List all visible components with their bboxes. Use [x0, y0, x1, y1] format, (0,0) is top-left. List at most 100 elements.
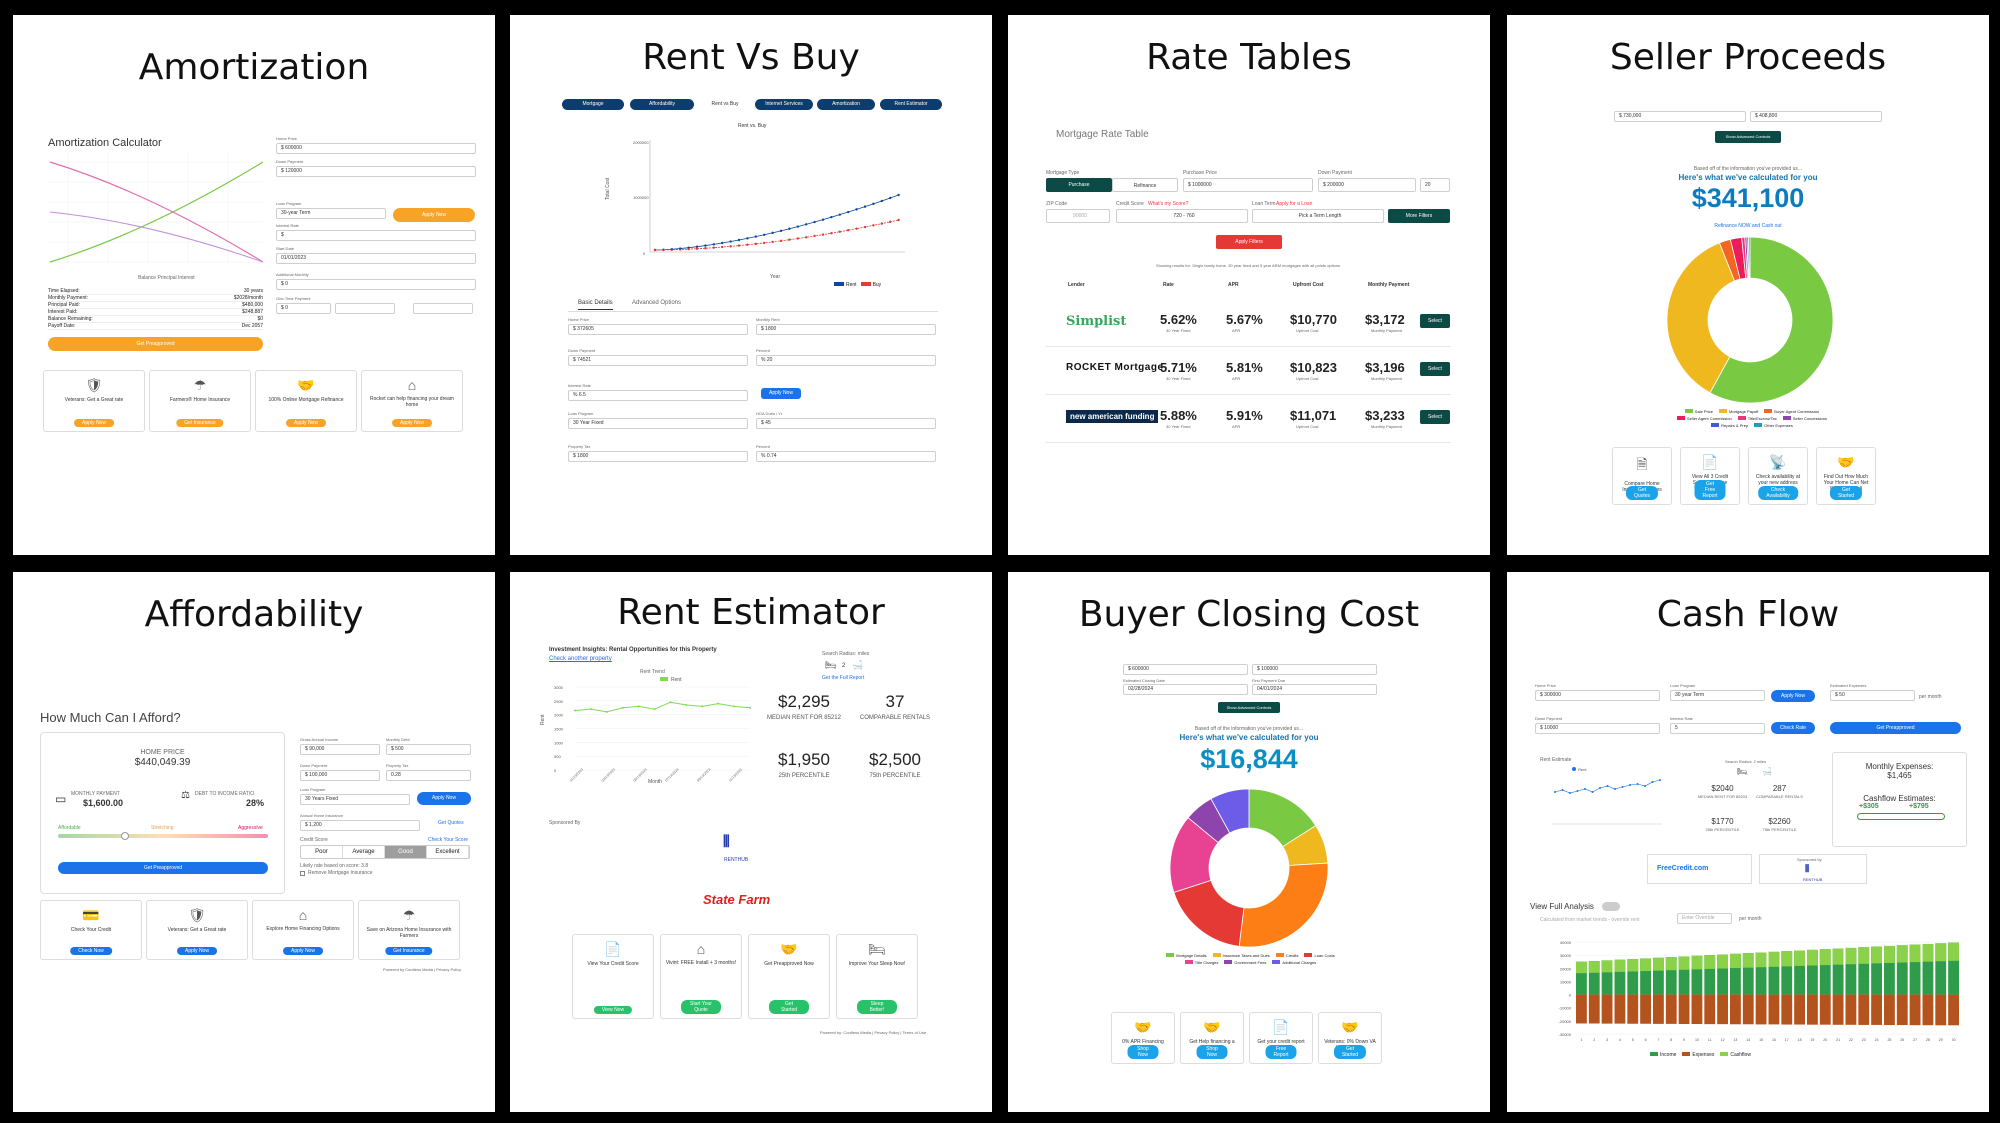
loan-term-select[interactable]: Pick a Term Length: [1252, 209, 1384, 223]
field-input[interactable]: $ 100,000: [300, 770, 380, 781]
offer-button[interactable]: Get Insurance: [176, 419, 224, 427]
offer-button[interactable]: Apply Now: [74, 419, 114, 427]
credit-option[interactable]: Average: [343, 846, 385, 858]
remove-mi-checkbox[interactable]: [300, 871, 305, 876]
nav-tab[interactable]: Rent vs Buy: [700, 99, 750, 110]
offer-button[interactable]: Check Now: [70, 947, 112, 955]
column-header[interactable]: Lender: [1068, 282, 1085, 288]
interval-select[interactable]: [413, 303, 473, 314]
credit-option[interactable]: Good: [385, 846, 427, 858]
check-rate-button[interactable]: Check Rate: [1771, 722, 1815, 734]
offer-button[interactable]: Get Quotes: [1625, 486, 1659, 500]
mortgage-balance-input[interactable]: $ 408,800: [1750, 111, 1882, 122]
column-header[interactable]: Rate: [1163, 282, 1174, 288]
get-preapproved-button[interactable]: Get Preapproved: [48, 337, 263, 351]
field-input[interactable]: $ 300000: [1535, 690, 1660, 701]
offer-button[interactable]: Get Started: [1333, 1045, 1367, 1059]
more-filters-button[interactable]: More Filters: [1388, 209, 1450, 223]
down-payment-input[interactable]: $ 100000: [1252, 664, 1377, 675]
field-input[interactable]: $ 1,200: [300, 820, 420, 831]
field-input[interactable]: $ 500: [386, 744, 471, 755]
date-input[interactable]: [335, 303, 395, 314]
field-input[interactable]: $ 90,000: [300, 744, 380, 755]
field-input[interactable]: $ 1800: [756, 324, 936, 335]
offer-button[interactable]: Apply Now: [177, 947, 217, 955]
nav-tab[interactable]: Mortgage: [562, 99, 624, 110]
apply-filters-button[interactable]: Apply Filters: [1216, 235, 1282, 249]
offer-button[interactable]: Free Report: [1265, 1045, 1297, 1059]
field-input[interactable]: % 6.5: [568, 390, 748, 401]
get-quotes-link[interactable]: Get Quotes: [438, 820, 464, 826]
field-input[interactable]: $ 600000: [276, 143, 476, 154]
field-input[interactable]: % 0.74: [756, 451, 936, 462]
closing-date-input[interactable]: 02/28/2024: [1123, 684, 1248, 695]
slider-handle[interactable]: [121, 832, 129, 840]
select-button[interactable]: Select: [1420, 362, 1450, 376]
field-input[interactable]: $ 0: [276, 303, 331, 314]
full-report-link[interactable]: Get the Full Report: [822, 675, 865, 681]
field-input[interactable]: 30 Years Fixed: [300, 794, 410, 805]
field-input[interactable]: 5: [1670, 723, 1765, 734]
field-input[interactable]: $ 10000: [1535, 723, 1660, 734]
field-input[interactable]: % 20: [756, 355, 936, 366]
field-input[interactable]: $ 50: [1830, 690, 1915, 701]
offer-button[interactable]: Apply Now: [286, 419, 326, 427]
offer-button[interactable]: Apply Now: [283, 947, 323, 955]
field-input[interactable]: $ 120000: [276, 166, 476, 177]
offer-button[interactable]: Sleep Better!: [857, 1000, 897, 1014]
purchase-price-input[interactable]: $ 1000000: [1183, 178, 1313, 192]
field-input[interactable]: $ 74521: [568, 355, 748, 366]
show-advanced-controls-button[interactable]: Show Advanced Controls: [1715, 131, 1781, 143]
field-input[interactable]: 30 year Term: [1670, 690, 1765, 701]
apply-now-button[interactable]: Apply Now: [761, 388, 801, 399]
field-input[interactable]: 01/01/2023: [276, 253, 476, 264]
get-preapproved-button[interactable]: Get Preapproved: [1830, 722, 1961, 734]
offer-button[interactable]: View Now: [593, 1006, 633, 1014]
affordability-slider[interactable]: [58, 834, 268, 838]
down-payment-input[interactable]: $ 200000: [1318, 178, 1416, 192]
field-input[interactable]: 30 Year Fixed: [568, 418, 748, 429]
credit-option[interactable]: Excellent: [427, 846, 469, 858]
offer-button[interactable]: Get Started: [1829, 486, 1863, 500]
offer-button[interactable]: Start Your Quote: [681, 1000, 721, 1014]
full-analysis-toggle[interactable]: [1602, 902, 1620, 911]
column-header[interactable]: APR: [1228, 282, 1239, 288]
check-score-link[interactable]: Check Your Score: [428, 837, 469, 843]
get-preapproved-button[interactable]: Get Preapproved: [58, 862, 268, 874]
column-header[interactable]: Monthly Payment: [1368, 282, 1410, 288]
select-button[interactable]: Select: [1420, 314, 1450, 328]
credit-score-selector[interactable]: Poor Average Good Excellent: [300, 845, 470, 859]
purchase-button[interactable]: Purchase: [1046, 178, 1112, 192]
rent-override-input[interactable]: Enter Override: [1677, 913, 1732, 924]
offer-button[interactable]: Get Free Report: [1694, 480, 1726, 500]
down-payment-percent[interactable]: 20: [1420, 178, 1450, 192]
offer-button[interactable]: Apply Now: [392, 419, 432, 427]
show-advanced-controls-button[interactable]: Show Advanced Controls: [1218, 702, 1280, 713]
refinance-link[interactable]: Refinance NOW and Cash out: [1714, 223, 1782, 229]
field-input[interactable]: $ 0: [276, 279, 476, 290]
check-another-link[interactable]: Check another property: [549, 656, 612, 662]
field-input[interactable]: $ 372605: [568, 324, 748, 335]
offer-button[interactable]: Check Availability: [1758, 486, 1798, 500]
field-input[interactable]: $ 45: [756, 418, 936, 429]
column-header[interactable]: Upfront Cost: [1293, 282, 1324, 288]
refinance-button[interactable]: Refinance: [1112, 178, 1178, 192]
field-input[interactable]: 30-year Term: [276, 208, 386, 219]
offer-button[interactable]: Shop Now: [1127, 1045, 1159, 1059]
credit-score-select[interactable]: 720 - 760: [1116, 209, 1248, 223]
offer-button[interactable]: Get Started: [769, 1000, 809, 1014]
apply-now-button[interactable]: Apply Now: [417, 792, 471, 805]
zip-input[interactable]: 90000: [1046, 209, 1110, 223]
apply-now-button[interactable]: Apply Now: [1771, 690, 1815, 702]
whats-my-score-link[interactable]: What's my Score?: [1148, 201, 1189, 207]
field-input[interactable]: $ 1800: [568, 451, 748, 462]
nav-tab[interactable]: Amortization: [817, 99, 875, 110]
field-input[interactable]: 0.28: [386, 770, 471, 781]
nav-tab[interactable]: Affordability: [630, 99, 694, 110]
home-price-input[interactable]: $ 600000: [1123, 664, 1248, 675]
select-button[interactable]: Select: [1420, 410, 1450, 424]
nav-tab[interactable]: Rent Estimator: [880, 99, 942, 110]
tab-advanced-options[interactable]: Advanced Options: [632, 300, 682, 306]
offer-button[interactable]: Get Insurance: [385, 947, 433, 955]
offer-button[interactable]: Shop Now: [1196, 1045, 1228, 1059]
